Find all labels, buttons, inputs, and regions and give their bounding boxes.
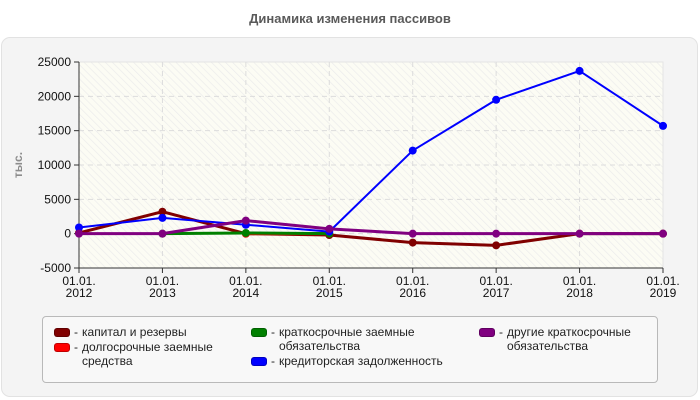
x-tick-label: 2012 — [66, 286, 93, 300]
data-point[interactable] — [492, 95, 501, 104]
data-point[interactable] — [492, 241, 501, 250]
x-tick-label: 01.01. — [646, 274, 679, 288]
x-tick-label: 01.01. — [313, 274, 346, 288]
x-tick-label: 01.01. — [479, 274, 512, 288]
data-point[interactable] — [492, 229, 501, 238]
legend-swatch-maroon-icon — [54, 328, 70, 337]
axes: -5000050001000015000200002500001.01.2012… — [38, 55, 680, 300]
x-tick-label: 01.01. — [563, 274, 596, 288]
x-tick-label: 2018 — [566, 286, 593, 300]
legend-item-payables[interactable]: - кредиторская задолженность — [251, 354, 443, 368]
chart-legend: - капитал и резервы - долгосрочные заемн… — [42, 316, 658, 383]
data-point[interactable] — [659, 229, 667, 238]
legend-swatch-green-icon — [251, 328, 267, 337]
y-tick-label: 15000 — [38, 124, 72, 138]
data-point[interactable] — [158, 229, 167, 238]
y-tick-label: 25000 — [38, 55, 72, 69]
data-point[interactable] — [659, 121, 667, 130]
y-tick-label: -5000 — [40, 261, 71, 275]
y-tick-label: 5000 — [44, 192, 71, 206]
chart-title: Динамика изменения пассивов — [249, 11, 451, 26]
data-point[interactable] — [75, 229, 83, 238]
data-point[interactable] — [158, 207, 167, 216]
y-tick-label: 10000 — [38, 158, 72, 172]
data-point[interactable] — [325, 224, 334, 233]
data-point[interactable] — [575, 66, 584, 75]
legend-item-long-term-loans[interactable]: - долгосрочные заемные средства — [54, 340, 213, 368]
data-point[interactable] — [408, 238, 417, 247]
x-tick-label: 01.01. — [396, 274, 429, 288]
legend-item-capital[interactable]: - капитал и резервы — [54, 325, 187, 339]
data-point[interactable] — [241, 228, 250, 237]
legend-item-other-short-term[interactable]: - другие краткосрочные обязательства — [479, 325, 631, 353]
x-tick-label: 01.01. — [229, 274, 262, 288]
x-tick-label: 2017 — [483, 286, 510, 300]
data-point[interactable] — [241, 216, 250, 225]
legend-swatch-red-icon — [54, 343, 70, 352]
y-axis-label: тыс. — [11, 152, 25, 178]
data-point[interactable] — [575, 229, 584, 238]
x-tick-label: 2016 — [399, 286, 426, 300]
x-tick-label: 2015 — [316, 286, 343, 300]
legend-item-short-term-loans[interactable]: - краткосрочные заемные обязательства — [251, 325, 415, 353]
x-tick-label: 2013 — [149, 286, 176, 300]
x-tick-label: 2019 — [650, 286, 677, 300]
x-tick-label: 2014 — [233, 286, 260, 300]
y-tick-label: 20000 — [38, 89, 72, 103]
y-tick-label: 0 — [64, 227, 71, 241]
legend-swatch-purple-icon — [479, 328, 495, 337]
data-point[interactable] — [408, 146, 417, 155]
data-point[interactable] — [158, 213, 167, 222]
data-point[interactable] — [408, 229, 417, 238]
series-lines — [75, 66, 667, 250]
x-tick-label: 01.01. — [146, 274, 179, 288]
series-800080 — [75, 216, 667, 238]
data-point[interactable] — [75, 223, 83, 232]
legend-swatch-blue-icon — [251, 357, 267, 366]
x-tick-label: 01.01. — [62, 274, 95, 288]
